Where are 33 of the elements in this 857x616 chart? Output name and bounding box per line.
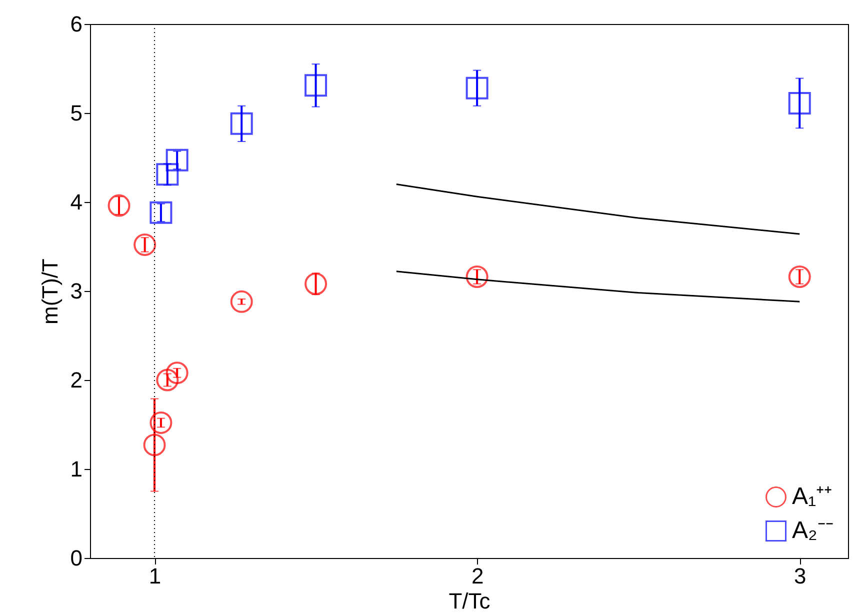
y-tick-label: 2 [70,368,82,392]
point [150,411,172,434]
legend-label: A₂⁻⁻ [792,517,834,544]
y-tick-label: 3 [70,278,82,304]
x-tick-label: 2 [471,564,484,588]
y-tick-label: 5 [70,100,82,126]
x-tick-label: 1 [148,564,162,588]
point [150,201,172,224]
point [230,112,253,135]
point [788,92,811,114]
point [108,194,130,217]
point [134,233,156,256]
point [304,74,328,97]
y-tick-label: 4 [70,190,82,214]
y-tick-label: 1 [70,456,82,482]
point [166,362,188,384]
point [156,368,179,392]
point [304,272,328,296]
x-tick-label: 3 [794,564,806,588]
point [466,76,488,100]
y-tick-label: 6 [70,12,82,36]
y-axis-title: m(T)/T [37,258,62,324]
point [788,266,811,288]
x-axis-title: T/Tc [448,588,490,614]
line-series [396,183,800,235]
line-series [396,270,800,302]
y-tick-label: 0 [70,546,82,570]
point [166,148,188,172]
point [156,163,179,186]
point [230,290,253,313]
legend-label: A₁⁺⁺ [792,483,832,510]
point [143,434,166,456]
point [466,266,488,288]
